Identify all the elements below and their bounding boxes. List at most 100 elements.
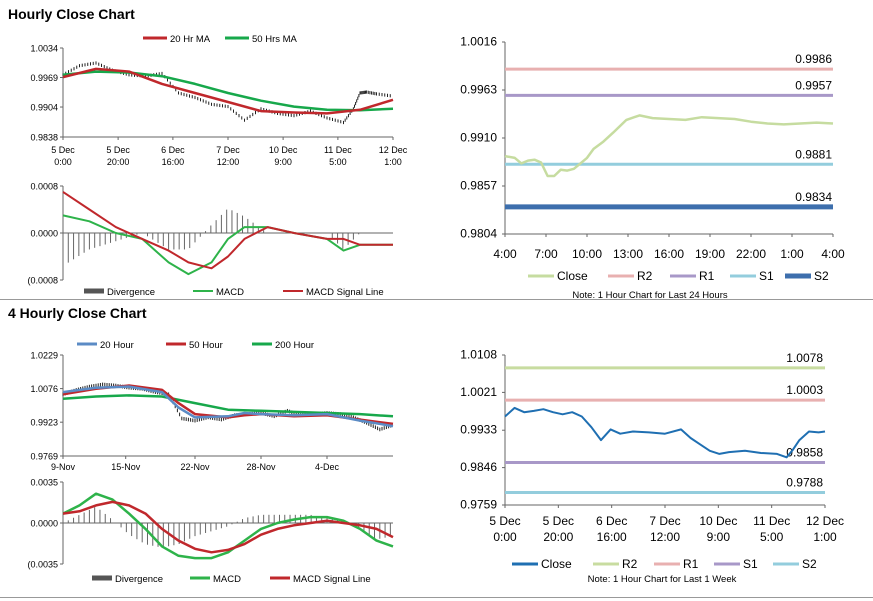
four-hourly-levels-level-label-s1: 0.9858 [786,445,823,459]
four-hourly-price-y-tick-label: 0.9769 [30,452,58,462]
four-hourly-levels-y-tick-label: 0.9846 [460,460,497,474]
hourly-macd-signal-line [62,191,393,270]
four-hourly-price-legend-50h-label: 50 Hour [189,340,223,351]
hourly-price-legend-ma20-label: 20 Hr MA [170,34,211,45]
four-hourly-macd-signal-line [62,500,394,554]
four-hourly-levels-y-tick-label: 0.9933 [460,423,497,437]
hourly-price-y-tick-label: 0.9969 [30,73,58,83]
four-hourly-price-x-tick-label: 4-Dec [315,462,340,472]
four-hourly-levels-x-tick-label: 12 Dec [806,514,844,528]
four-hourly-price-y-tick-label: 0.9923 [30,418,58,428]
four-hourly-macd-y-tick-label: 0.0035 [30,478,58,488]
hourly-levels-x-tick-label: 7:00 [534,247,558,261]
four-hourly-levels-x-tick-label: 5:00 [760,530,784,544]
four-hourly-levels-x-tick-label: 5 Dec [489,514,520,528]
hourly-levels-x-tick-label: 16:00 [654,247,684,261]
hourly-section-title: Hourly Close Chart [8,6,135,22]
hourly-price-x-tick-label: 7 Dec [216,145,240,155]
hourly-macd-y-tick-label: 0.0008 [30,182,58,192]
hourly-levels-close-line [504,114,834,178]
four-hourly-levels-x-tick-label: 6 Dec [596,514,627,528]
hourly-levels-level-label-r1: 0.9957 [795,78,832,92]
hourly-levels-y-tick-label: 0.9804 [460,227,497,241]
hourly-levels-legend-r1-label: R1 [699,269,715,283]
four-hourly-levels-legend-r1-label: R1 [683,557,699,571]
hourly-levels-x-tick-label: 19:00 [695,247,725,261]
four-hourly-levels-level-label-r2: 1.0078 [786,351,823,365]
four-hourly-levels-x-tick-label: 0:00 [493,530,517,544]
four-hourly-price-x-tick-label: 22-Nov [180,462,210,472]
four-hourly-levels-x-tick-label: 11 Dec [753,514,790,528]
hourly-macd-legend-macd-label: MACD [216,287,244,298]
hourly-levels-y-tick-label: 1.0016 [460,35,497,49]
hourly-price-x-tick-label: 5 Dec [51,145,75,155]
four-hourly-levels-x-tick-label: 7 Dec [649,514,680,528]
hourly-macd-legend-signal-label: MACD Signal Line [306,287,384,298]
bottom-divider [0,597,873,598]
four-hourly-price-ma200-line [62,394,394,418]
four-hourly-price-legend-200h-label: 200 Hour [275,340,314,351]
hourly-levels-legend-s2-label: S2 [814,269,829,283]
hourly-levels-y-tick-label: 0.9857 [460,179,497,193]
four-hourly-macd-y-tick-label: (0.0035 [27,560,58,570]
hourly-price-x-tick-label: 20:00 [107,157,130,167]
hourly-levels-legend-s1-label: S1 [759,269,774,283]
four-hourly-levels-legend-s1-label: S1 [743,557,758,571]
four-hourly-macd-legend-divergence-label: Divergence [115,574,163,585]
four-hourly-levels-y-tick-label: 0.9759 [460,498,497,512]
hourly-price-x-tick-label: 16:00 [162,157,185,167]
four-hourly-levels-note: Note: 1 Hour Chart for Last 1 Week [588,574,737,585]
hourly-levels-x-tick-label: 22:00 [736,247,766,261]
four-hourly-price-x-tick-label: 28-Nov [246,462,276,472]
four-hourly-levels-level-label-s2: 0.9788 [786,476,823,490]
hourly-price-ma20-line [62,67,394,115]
four-hourly-price-y-tick-label: 1.0229 [30,351,58,361]
hourly-levels-level-label-s2: 0.9834 [795,190,832,204]
four-hourly-levels-legend-r2-label: R2 [622,557,638,571]
four-hourly-levels-legend-s2-label: S2 [802,557,817,571]
four-hourly-levels-y-tick-label: 1.0021 [460,385,497,399]
hourly-price-ma50-line [62,70,394,112]
hourly-price-y-tick-label: 0.9904 [30,103,58,113]
hourly-levels-x-tick-label: 4:00 [821,247,845,261]
hourly-price-x-tick-label: 9:00 [274,157,292,167]
hourly-macd-macd-line [62,214,393,276]
hourly-price-y-tick-label: 0.9838 [30,133,58,143]
four-hourly-levels-x-tick-label: 1:00 [813,530,837,544]
four-hourly-levels-x-tick-label: 20:00 [543,530,573,544]
four-hourly-levels-level-label-r1: 1.0003 [786,383,823,397]
four-hourly-levels-x-tick-label: 9:00 [707,530,731,544]
hourly-macd-y-tick-label: (0.0008 [27,276,58,286]
hourly-price-x-tick-label: 12 Dec [379,145,408,155]
four-hourly-levels-x-tick-label: 5 Dec [543,514,574,528]
four-hourly-macd-legend-macd-label: MACD [213,574,241,585]
hourly-levels-legend-close-label: Close [557,269,588,283]
hourly-price-x-tick-label: 1:00 [384,157,402,167]
four-hourly-levels-x-tick-label: 12:00 [650,530,680,544]
hourly-price-x-tick-label: 5 Dec [106,145,130,155]
hourly-levels-y-tick-label: 0.9910 [460,131,497,145]
hourly-levels-level-label-s1: 0.9881 [795,147,832,161]
hourly-levels-y-tick-label: 0.9963 [460,83,497,97]
four-hourly-macd-y-tick-label: 0.0000 [30,519,58,529]
four-hourly-macd-macd-line [62,492,394,560]
hourly-price-x-tick-label: 5:00 [329,157,347,167]
four-hourly-levels-legend-close-label: Close [541,557,572,571]
four-hourly-levels-x-tick-label: 16:00 [597,530,627,544]
four-hourly-price-x-tick-label: 9-Nov [51,462,76,472]
hourly-price-x-tick-label: 12:00 [217,157,240,167]
four-hourly-levels-y-tick-label: 1.0108 [460,348,497,362]
section-divider [0,299,873,300]
hourly-macd-y-tick-label: 0.0000 [30,229,58,239]
hourly-levels-x-tick-label: 1:00 [780,247,804,261]
four-hourly-levels-x-tick-label: 10 Dec [699,514,737,528]
hourly-levels-note: Note: 1 Hour Chart for Last 24 Hours [572,290,727,301]
four-hourly-price-ma20-line [62,385,394,428]
hourly-levels-level-label-r2: 0.9986 [795,52,832,66]
hourly-price-y-tick-label: 1.0034 [30,44,58,54]
four-hourly-price-x-tick-label: 15-Nov [111,462,141,472]
hourly-levels-x-tick-label: 4:00 [493,247,517,261]
hourly-macd-legend-divergence-label: Divergence [107,287,155,298]
hourly-price-legend-ma50-label: 50 Hrs MA [252,34,298,45]
